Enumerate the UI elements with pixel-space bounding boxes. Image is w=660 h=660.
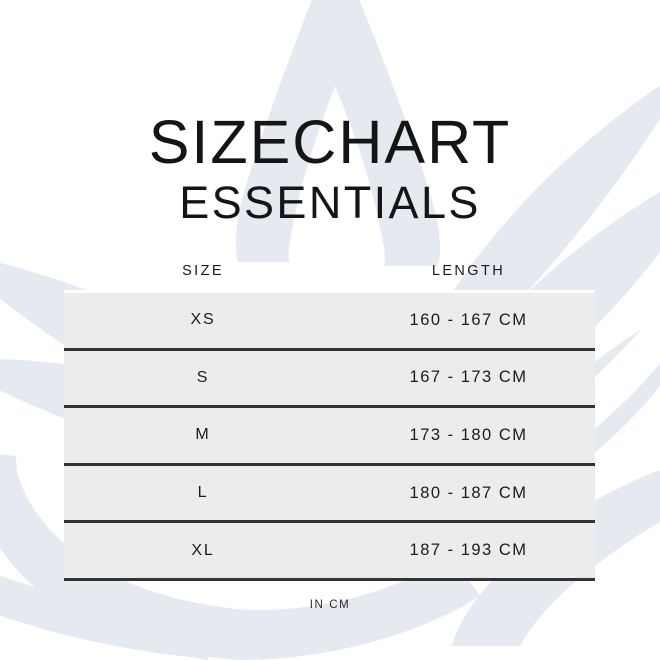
- column-header-size: SIZE: [182, 263, 224, 279]
- cell-length: 187 - 193 CM: [409, 541, 528, 560]
- cell-length: 160 - 167 CM: [409, 310, 528, 329]
- page-subtitle: ESSENTIALS: [179, 177, 481, 228]
- cell-size: XL: [191, 541, 215, 559]
- table-row: M 173 - 180 CM: [64, 408, 595, 466]
- cell-length: 173 - 180 CM: [409, 425, 528, 444]
- cell-length: 180 - 187 CM: [409, 483, 528, 502]
- column-header-length: LENGTH: [431, 263, 506, 279]
- cell-size: L: [197, 484, 209, 502]
- cell-size: M: [195, 426, 211, 444]
- page-title: SIZECHART: [148, 108, 512, 176]
- table-body: XS 160 - 167 CM S 167 - 173 CM M 173 - 1…: [64, 290, 595, 581]
- table-row: XL 187 - 193 CM: [64, 523, 595, 581]
- table-row: S 167 - 173 CM: [64, 350, 595, 409]
- cell-size: XS: [190, 311, 216, 329]
- cell-length: 167 - 173 CM: [409, 368, 528, 387]
- size-chart-table: SIZE LENGTH XS 160 - 167 CM S 167 - 173 …: [64, 252, 595, 581]
- table-row: L 180 - 187 CM: [64, 465, 595, 524]
- cell-size: S: [196, 368, 210, 386]
- table-row: XS 160 - 167 CM: [64, 293, 595, 351]
- unit-note: IN CM: [309, 599, 351, 611]
- table-header-row: SIZE LENGTH: [64, 252, 595, 290]
- chart-title-block: SIZECHART ESSENTIALS: [0, 108, 660, 228]
